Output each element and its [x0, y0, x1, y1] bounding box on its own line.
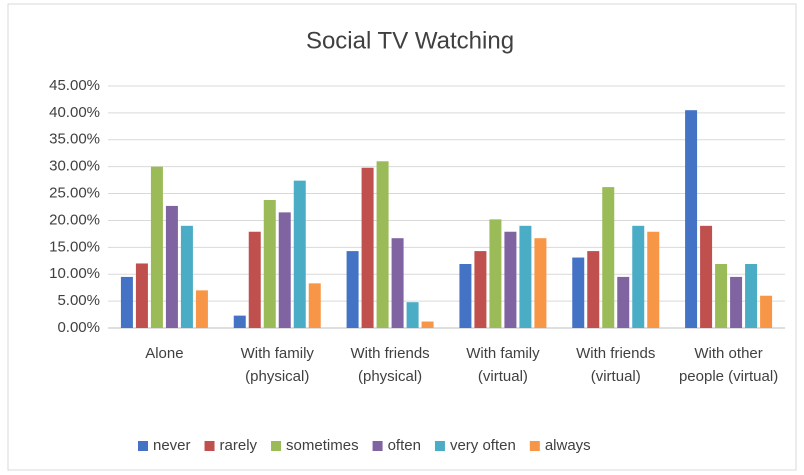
y-tick-label: 5.00%: [57, 292, 100, 309]
bar: [135, 263, 148, 328]
x-tick-label: With friends (virtual): [576, 345, 656, 385]
legend-swatch: [434, 441, 445, 451]
bar: [474, 251, 487, 328]
bar: [180, 225, 193, 328]
bar: [504, 231, 517, 328]
legend-swatch: [529, 441, 540, 451]
x-tick-label: With friends (physical): [350, 345, 430, 385]
legend-label: rarely: [220, 437, 258, 454]
x-tick-label: With family (virtual): [466, 345, 540, 385]
bar: [165, 205, 178, 328]
bar: [647, 231, 660, 328]
y-tick-label: 0.00%: [57, 319, 100, 336]
bar: [700, 225, 713, 328]
bar: [421, 321, 434, 328]
y-tick-label: 25.00%: [49, 185, 100, 202]
bar: [519, 225, 532, 328]
bar: [745, 264, 758, 328]
legend-label: very often: [450, 437, 516, 454]
x-tick-label: Alone: [145, 345, 184, 362]
bar: [391, 238, 404, 328]
bar: [361, 167, 374, 328]
bar: [278, 212, 291, 328]
y-tick-label: 15.00%: [49, 238, 100, 255]
legend-label: sometimes: [286, 437, 359, 454]
bar: [572, 257, 585, 328]
chart-title: Social TV Watching: [306, 27, 514, 54]
y-tick-label: 45.00%: [49, 77, 100, 94]
bar: [715, 264, 728, 328]
bar: [376, 161, 389, 328]
legend-swatch: [372, 441, 383, 451]
bar: [760, 295, 773, 328]
bar: [150, 166, 163, 328]
legend-label: never: [153, 437, 191, 454]
bar: [195, 290, 208, 328]
bar: [617, 276, 630, 328]
bar: [489, 219, 502, 328]
bar: [406, 302, 419, 328]
y-tick-label: 20.00%: [49, 211, 100, 228]
bar: [346, 251, 359, 328]
legend-swatch: [271, 441, 282, 451]
bar: [587, 251, 600, 328]
y-tick-label: 10.00%: [49, 265, 100, 282]
bar: [602, 187, 615, 328]
x-tick-label: With family (physical): [240, 345, 314, 385]
bar: [293, 180, 306, 328]
bar: [685, 110, 698, 328]
bar: [120, 276, 133, 328]
legend-label: always: [545, 437, 591, 454]
bar: [248, 231, 261, 328]
y-tick-label: 40.00%: [49, 104, 100, 121]
bar: [233, 315, 246, 328]
bar: [263, 200, 276, 328]
legend-swatch: [138, 441, 148, 451]
bar: [730, 276, 743, 328]
y-tick-label: 30.00%: [49, 158, 100, 175]
legend-label: often: [388, 437, 421, 454]
bar: [459, 264, 472, 328]
y-tick-label: 35.00%: [49, 131, 100, 148]
chart-border: [7, 3, 797, 471]
bar: [632, 225, 645, 328]
x-tick-label: With other people (virtual): [678, 345, 779, 385]
bar: [308, 283, 321, 328]
bar: [534, 238, 547, 328]
legend-swatch: [204, 441, 215, 451]
